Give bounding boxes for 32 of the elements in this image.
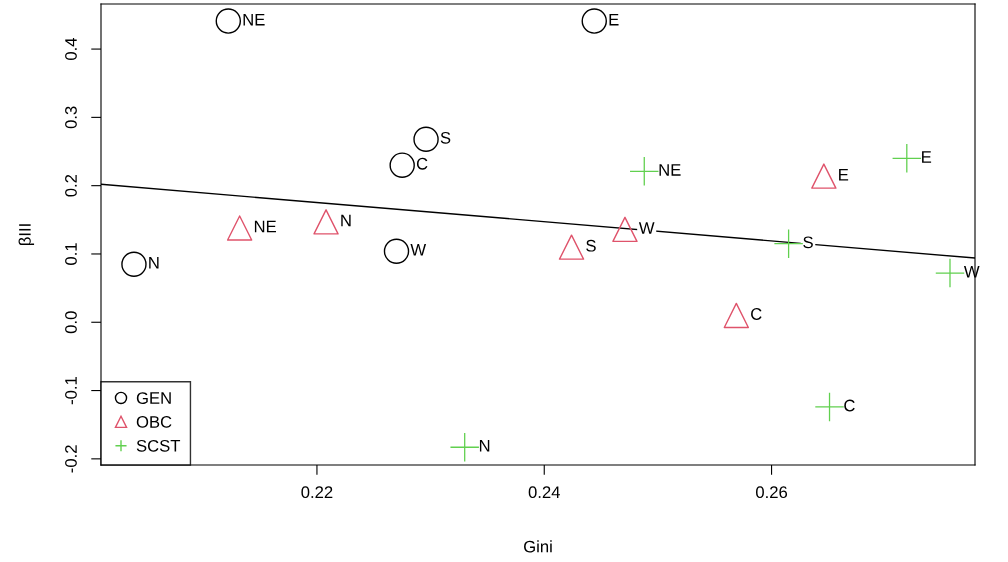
annotation: E — [839, 168, 849, 181]
annotation: N — [149, 257, 159, 269]
annotation: N — [341, 214, 351, 227]
x-axis-title: Gini — [524, 540, 552, 553]
y-tick-label: 0.3 — [65, 106, 77, 129]
annotation: NE — [254, 220, 276, 233]
y-tick-label: -0.1 — [65, 377, 77, 405]
annotation: W — [410, 244, 427, 256]
y-tick-label: 0.0 — [65, 311, 77, 334]
annotation: N — [479, 440, 490, 452]
y-axis-title: βIII — [18, 224, 35, 246]
legend-label: OBC — [136, 416, 172, 428]
legend-label: SCST — [136, 439, 181, 452]
y-tick-label: 0.2 — [65, 174, 77, 197]
annotation: NE — [243, 13, 265, 26]
y-tick-label: 0.4 — [65, 37, 77, 61]
annotation: E — [609, 13, 619, 26]
annotation: C — [751, 308, 762, 320]
annotation: S — [586, 239, 596, 252]
annotation: W — [638, 222, 655, 234]
x-tick-label: 0.22 — [301, 486, 333, 499]
y-tick-label: 0.1 — [65, 243, 77, 265]
annotation: S — [803, 236, 813, 249]
x-tick-label: 0.26 — [755, 486, 788, 499]
x-tick-label: 0.24 — [528, 486, 560, 499]
annotation: E — [922, 151, 932, 163]
annotation: NE — [659, 164, 681, 176]
annotation: S — [440, 131, 451, 144]
annotation: C — [416, 157, 428, 170]
annotation: C — [844, 399, 855, 412]
legend-label: GEN — [136, 392, 171, 404]
y-tick-label: -0.2 — [65, 445, 77, 473]
